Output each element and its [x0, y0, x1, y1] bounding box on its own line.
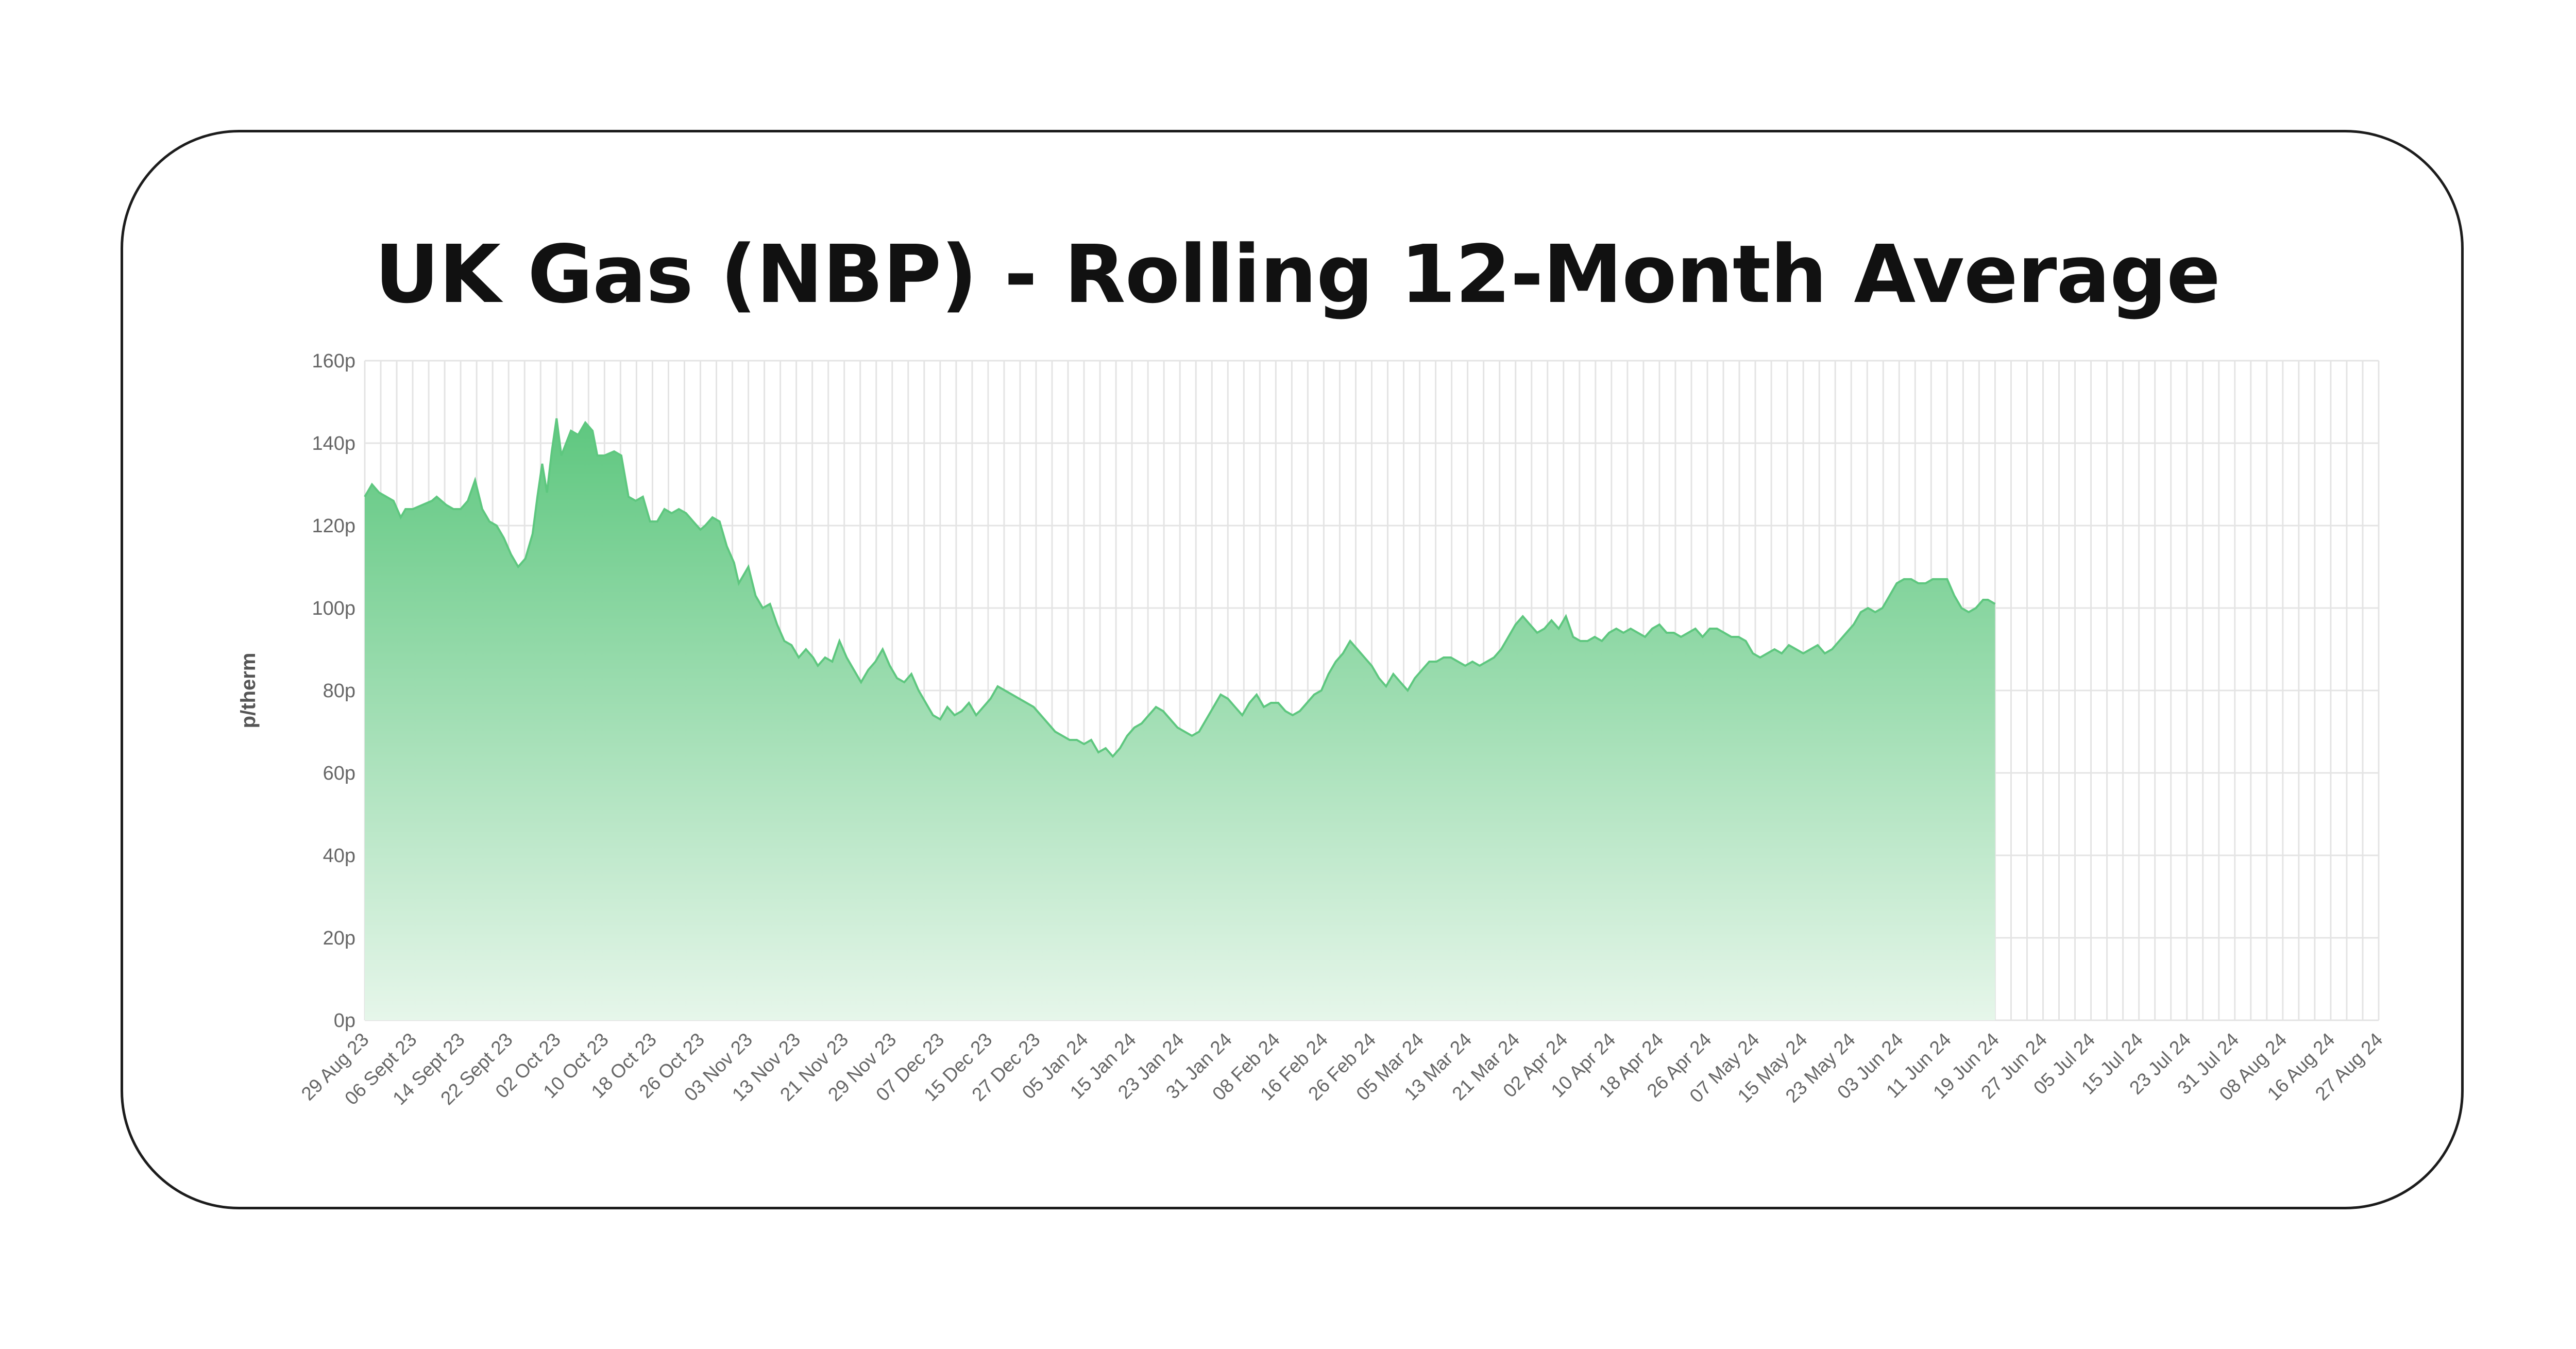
y-tick-label: 140p: [312, 433, 355, 454]
y-tick-label: 0p: [334, 1010, 355, 1032]
y-axis-label: p/therm: [237, 653, 260, 729]
y-tick-label: 100p: [312, 598, 355, 619]
y-tick-label: 160p: [312, 350, 355, 372]
y-tick-label: 120p: [312, 515, 355, 537]
y-tick-label: 20p: [323, 928, 355, 949]
series-line: [364, 418, 1996, 758]
series-area: [365, 418, 1995, 1020]
chart-title: UK Gas (NBP) - Rolling 12-Month Average: [375, 228, 2221, 321]
y-tick-label: 40p: [323, 845, 355, 867]
y-tick-label: 60p: [323, 763, 355, 784]
y-axis-ticks: 0p 20p 40p 60p 80p 100p 120p 140p 160p: [312, 350, 355, 1032]
y-tick-label: 80p: [323, 680, 355, 702]
